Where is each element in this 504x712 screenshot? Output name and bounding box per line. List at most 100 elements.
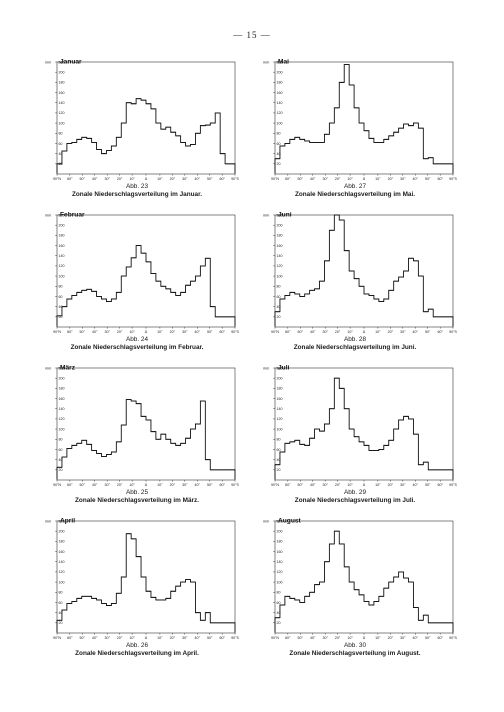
x-tick-label: 60° bbox=[437, 177, 443, 181]
y-tick-label: 160 bbox=[59, 550, 65, 554]
x-tick-label: Ä bbox=[145, 330, 148, 334]
y-tick-label: 220 bbox=[277, 60, 283, 64]
x-tick-label: 40° bbox=[310, 483, 316, 487]
data-step bbox=[81, 136, 87, 138]
y-tick-label: 60 bbox=[59, 448, 63, 452]
data-step bbox=[141, 415, 146, 417]
figure-caption: Abb. 25 Zonale Niederschlagsverteilung im… bbox=[37, 489, 237, 504]
data-step bbox=[160, 285, 166, 287]
y-tick-label: 80 bbox=[59, 591, 63, 595]
x-tick-label: 20° bbox=[117, 636, 123, 640]
x-tick-label: 20° bbox=[335, 636, 341, 640]
data-step bbox=[175, 585, 181, 587]
data-step bbox=[443, 622, 449, 624]
data-step bbox=[448, 316, 453, 318]
x-tick-label: 50° bbox=[207, 330, 213, 334]
y-tick-label: 160 bbox=[277, 397, 283, 401]
x-tick-label: 50° bbox=[298, 177, 304, 181]
y-tick-label: 100 bbox=[59, 580, 65, 584]
data-step bbox=[180, 442, 186, 444]
x-tick-label: 30° bbox=[400, 483, 406, 487]
y-tick-label: 120 bbox=[59, 264, 65, 268]
x-tick-label: 60° bbox=[219, 636, 225, 640]
x-tick-label: 60° bbox=[67, 483, 73, 487]
x-tick-label: 30° bbox=[322, 483, 328, 487]
data-step bbox=[165, 288, 171, 290]
data-step bbox=[354, 436, 360, 438]
chart-panel: Mai mm 20 40 60 80 100 120 140 160 180 200 220 90°N 60… bbox=[255, 52, 458, 202]
data-step bbox=[279, 604, 285, 606]
data-step bbox=[373, 450, 379, 451]
y-tick-label: 160 bbox=[277, 550, 283, 554]
data-step bbox=[398, 571, 404, 573]
data-step bbox=[155, 280, 161, 282]
data-step bbox=[334, 107, 340, 109]
x-tick-label: 30° bbox=[104, 636, 110, 640]
data-step bbox=[289, 138, 295, 140]
data-step bbox=[314, 584, 320, 586]
data-step bbox=[289, 597, 295, 599]
data-step bbox=[170, 590, 176, 592]
data-step bbox=[349, 428, 355, 430]
data-step bbox=[185, 284, 191, 286]
chart-panel: August mm 20 40 60 80 100 120 140 160 180 200 220 90°… bbox=[255, 511, 458, 661]
x-tick-label: 20° bbox=[388, 330, 394, 334]
y-tick-label: 120 bbox=[277, 264, 283, 268]
data-step bbox=[289, 291, 295, 293]
data-step bbox=[220, 316, 226, 318]
y-tick-label: 40 bbox=[277, 152, 281, 156]
data-step bbox=[225, 316, 231, 318]
x-tick-label: 10° bbox=[375, 177, 381, 181]
data-step bbox=[121, 424, 127, 426]
data-step bbox=[165, 597, 171, 599]
data-step bbox=[66, 298, 72, 300]
precipitation-chart: Mai mm 20 40 60 80 100 120 140 160 180 200 220 90°N 60… bbox=[263, 59, 458, 181]
x-tick-label: 60° bbox=[67, 636, 73, 640]
data-step bbox=[314, 142, 320, 143]
y-tick-label: 100 bbox=[277, 121, 283, 125]
y-tick-label: 220 bbox=[59, 366, 65, 370]
y-tick-label: 140 bbox=[59, 560, 65, 564]
data-step bbox=[284, 143, 290, 144]
y-tick-label: 20 bbox=[277, 621, 281, 625]
y-tick-label: 160 bbox=[277, 91, 283, 95]
data-step bbox=[319, 581, 325, 583]
precipitation-series-line bbox=[274, 377, 454, 480]
plot-frame bbox=[274, 214, 454, 328]
x-tick-label: 20° bbox=[117, 330, 123, 334]
chart-title: August bbox=[278, 518, 302, 525]
caption-text: Zonale Niederschlagsverteilung im Januar… bbox=[72, 190, 202, 198]
chart-panel: Februar mm 20 40 60 80 100 120 140 160 180 200 220 90… bbox=[37, 205, 240, 355]
data-step bbox=[433, 316, 439, 318]
y-tick-label: 60 bbox=[277, 448, 281, 452]
data-step bbox=[364, 130, 369, 132]
data-step bbox=[378, 142, 384, 143]
y-tick-label: 120 bbox=[59, 111, 65, 115]
data-step bbox=[423, 461, 429, 463]
figure-label: Abb. 24 bbox=[125, 336, 149, 343]
data-step bbox=[294, 599, 300, 601]
data-step bbox=[76, 597, 82, 599]
data-step bbox=[71, 295, 77, 296]
data-step bbox=[329, 229, 335, 231]
figure-caption: Abb. 28 Zonale Niederschlagsverteilung im… bbox=[255, 336, 455, 351]
data-step bbox=[225, 469, 231, 471]
data-step bbox=[150, 431, 156, 433]
x-tick-label: 30° bbox=[182, 330, 188, 334]
data-step bbox=[106, 150, 112, 151]
data-step bbox=[373, 142, 379, 143]
data-step bbox=[131, 538, 137, 540]
data-step bbox=[368, 450, 374, 451]
y-tick-label: 220 bbox=[277, 213, 283, 217]
data-step bbox=[126, 266, 132, 268]
data-step bbox=[334, 214, 340, 216]
x-tick-label: 40° bbox=[195, 636, 201, 640]
data-step bbox=[205, 612, 211, 614]
data-step bbox=[195, 132, 201, 134]
y-tick-label: 100 bbox=[277, 580, 283, 584]
data-step bbox=[388, 439, 394, 441]
data-step bbox=[448, 622, 453, 624]
data-step bbox=[96, 599, 102, 601]
data-step bbox=[185, 145, 191, 147]
caption-text: Zonale Niederschlagsverteilung im August… bbox=[289, 649, 421, 657]
